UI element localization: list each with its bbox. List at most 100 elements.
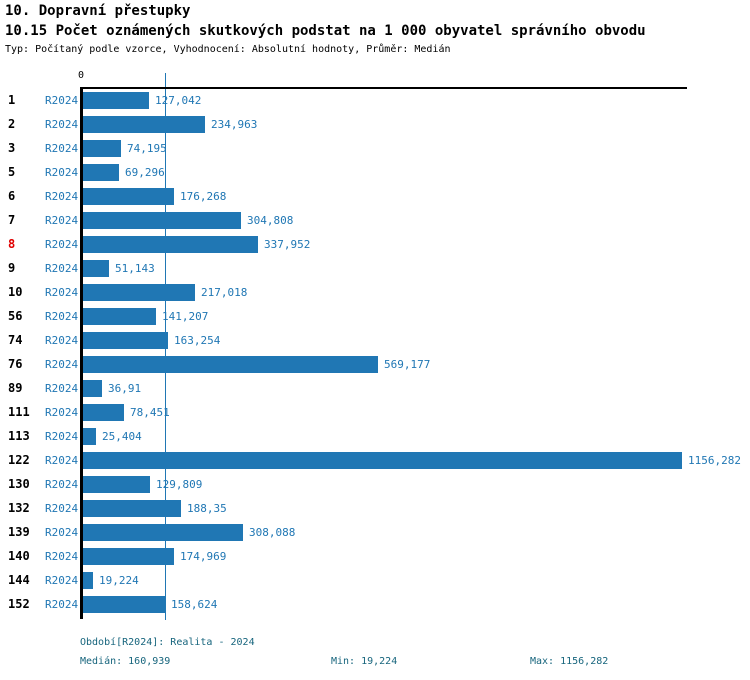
row-category-label: 74 — [8, 333, 23, 347]
chart-row: 1 R2024 127,042 — [0, 89, 750, 113]
chart-row: 56 R2024 141,207 — [0, 305, 750, 329]
row-series-label: R2024 — [45, 430, 79, 443]
bar[interactable] — [83, 164, 119, 181]
row-series-label: R2024 — [45, 310, 79, 323]
bar[interactable] — [83, 548, 174, 565]
bar-value-label: 174,969 — [180, 550, 227, 563]
bar[interactable] — [83, 452, 682, 469]
row-category-label: 5 — [8, 165, 16, 179]
bar-value-label: 569,177 — [384, 358, 431, 371]
bar[interactable] — [83, 380, 102, 397]
bar-value-label: 234,963 — [211, 118, 258, 131]
chart-row: 111 R2024 78,451 — [0, 401, 750, 425]
chart-row: 10 R2024 217,018 — [0, 281, 750, 305]
row-series-label: R2024 — [45, 334, 79, 347]
chart-subtitle: 10.15 Počet oznámených skutkových podsta… — [5, 23, 646, 39]
bar-value-label: 127,042 — [155, 94, 202, 107]
bar-value-label: 51,143 — [115, 262, 155, 275]
bar-value-label: 69,296 — [125, 166, 165, 179]
chart-row: 130 R2024 129,809 — [0, 473, 750, 497]
row-category-label: 130 — [8, 477, 30, 491]
row-series-label: R2024 — [45, 358, 79, 371]
bar[interactable] — [83, 140, 121, 157]
bar[interactable] — [83, 524, 243, 541]
bar[interactable] — [83, 572, 93, 589]
row-category-label: 89 — [8, 381, 23, 395]
axis-zero-label: 0 — [77, 70, 85, 81]
bar[interactable] — [83, 476, 150, 493]
chart-row: 9 R2024 51,143 — [0, 257, 750, 281]
row-category-label: 140 — [8, 549, 30, 563]
bar-value-label: 36,91 — [108, 382, 142, 395]
row-series-label: R2024 — [45, 550, 79, 563]
row-category-label: 7 — [8, 213, 16, 227]
footer-median: Medián: 160,939 — [80, 656, 171, 667]
bar[interactable] — [83, 308, 156, 325]
row-category-label: 139 — [8, 525, 30, 539]
row-series-label: R2024 — [45, 574, 79, 587]
row-series-label: R2024 — [45, 382, 79, 395]
bar-value-label: 176,268 — [180, 190, 227, 203]
bar-value-label: 217,018 — [201, 286, 248, 299]
row-category-label: 56 — [8, 309, 23, 323]
row-series-label: R2024 — [45, 286, 79, 299]
row-category-label: 6 — [8, 189, 16, 203]
bar-value-label: 308,088 — [249, 526, 296, 539]
row-category-label: 3 — [8, 141, 16, 155]
bar[interactable] — [83, 116, 205, 133]
bar-value-label: 1156,282 — [688, 454, 741, 467]
row-series-label: R2024 — [45, 478, 79, 491]
chart-row: 3 R2024 74,195 — [0, 137, 750, 161]
bar[interactable] — [83, 428, 96, 445]
row-category-label: 152 — [8, 597, 30, 611]
row-category-label: 113 — [8, 429, 30, 443]
chart-title: 10. Dopravní přestupky — [5, 3, 191, 19]
chart-row: 132 R2024 188,35 — [0, 497, 750, 521]
bar[interactable] — [83, 356, 378, 373]
row-series-label: R2024 — [45, 502, 79, 515]
row-series-label: R2024 — [45, 142, 79, 155]
chart-row: 139 R2024 308,088 — [0, 521, 750, 545]
bar[interactable] — [83, 332, 168, 349]
row-category-label: 2 — [8, 117, 16, 131]
row-category-label: 122 — [8, 453, 30, 467]
bar[interactable] — [83, 188, 174, 205]
footer-max: Max: 1156,282 — [530, 656, 609, 667]
row-series-label: R2024 — [45, 214, 79, 227]
bar[interactable] — [83, 236, 258, 253]
bar-value-label: 19,224 — [99, 574, 139, 587]
chart-row: 2 R2024 234,963 — [0, 113, 750, 137]
bar-value-label: 74,195 — [127, 142, 167, 155]
row-category-label: 10 — [8, 285, 23, 299]
chart-row: 113 R2024 25,404 — [0, 425, 750, 449]
bar-value-label: 304,808 — [247, 214, 294, 227]
footer-period: Období[R2024]: Realita - 2024 — [80, 637, 255, 648]
row-category-label: 144 — [8, 573, 30, 587]
bar-value-label: 78,451 — [130, 406, 170, 419]
bar[interactable] — [83, 260, 109, 277]
row-series-label: R2024 — [45, 454, 79, 467]
chart-row: 6 R2024 176,268 — [0, 185, 750, 209]
bar[interactable] — [83, 92, 149, 109]
chart-row: 122 R2024 1156,282 — [0, 449, 750, 473]
row-series-label: R2024 — [45, 166, 79, 179]
chart-row: 7 R2024 304,808 — [0, 209, 750, 233]
bar[interactable] — [83, 596, 165, 613]
bar[interactable] — [83, 404, 124, 421]
chart-row: 140 R2024 174,969 — [0, 545, 750, 569]
bar[interactable] — [83, 500, 181, 517]
row-category-label: 132 — [8, 501, 30, 515]
bar[interactable] — [83, 212, 241, 229]
row-category-label: 1 — [8, 93, 16, 107]
row-category-label: 8 — [8, 237, 16, 251]
bar-value-label: 337,952 — [264, 238, 311, 251]
bar[interactable] — [83, 284, 195, 301]
chart-row: 74 R2024 163,254 — [0, 329, 750, 353]
chart-row: 89 R2024 36,91 — [0, 377, 750, 401]
row-series-label: R2024 — [45, 598, 79, 611]
bar-value-label: 141,207 — [162, 310, 209, 323]
row-series-label: R2024 — [45, 262, 79, 275]
chart-row: 8 R2024 337,952 — [0, 233, 750, 257]
row-series-label: R2024 — [45, 94, 79, 107]
